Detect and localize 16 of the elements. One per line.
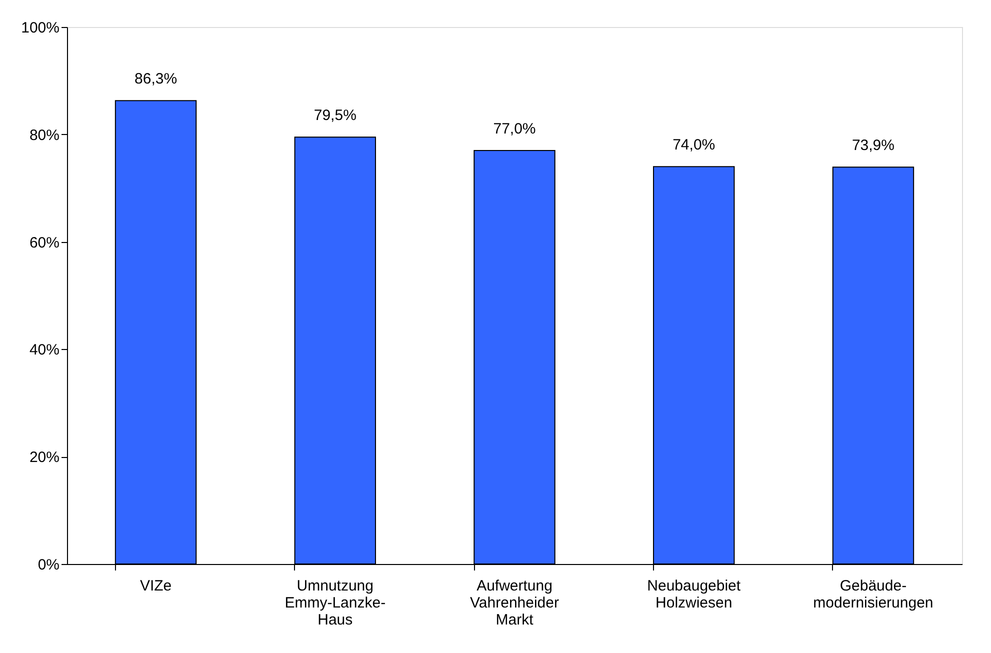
x-tick-label: Gebäude- modernisierungen xyxy=(813,578,934,612)
y-tick-label: 60% xyxy=(29,234,60,252)
y-tick-label: 40% xyxy=(29,342,60,359)
y-tick-label: 100% xyxy=(21,20,60,36)
data-label: 74,0% xyxy=(672,136,716,154)
data-label: 73,9% xyxy=(852,137,894,154)
data-label: 79,5% xyxy=(314,107,356,124)
y-tick-label: 0% xyxy=(38,556,60,574)
data-label: 77,0% xyxy=(493,120,536,138)
data-label: 86,3% xyxy=(134,70,178,88)
x-tick-label: Umnutzung Emmy-Lanzke- Haus xyxy=(284,578,386,628)
x-tick-label: Neubaugebiet Holzwiesen xyxy=(647,578,742,612)
x-tick-label: VIZe xyxy=(140,578,172,594)
y-tick-label: 80% xyxy=(29,126,60,144)
x-tick-label: Aufwertung Vahrenheider Markt xyxy=(470,578,559,628)
y-tick-label: 20% xyxy=(29,449,60,466)
